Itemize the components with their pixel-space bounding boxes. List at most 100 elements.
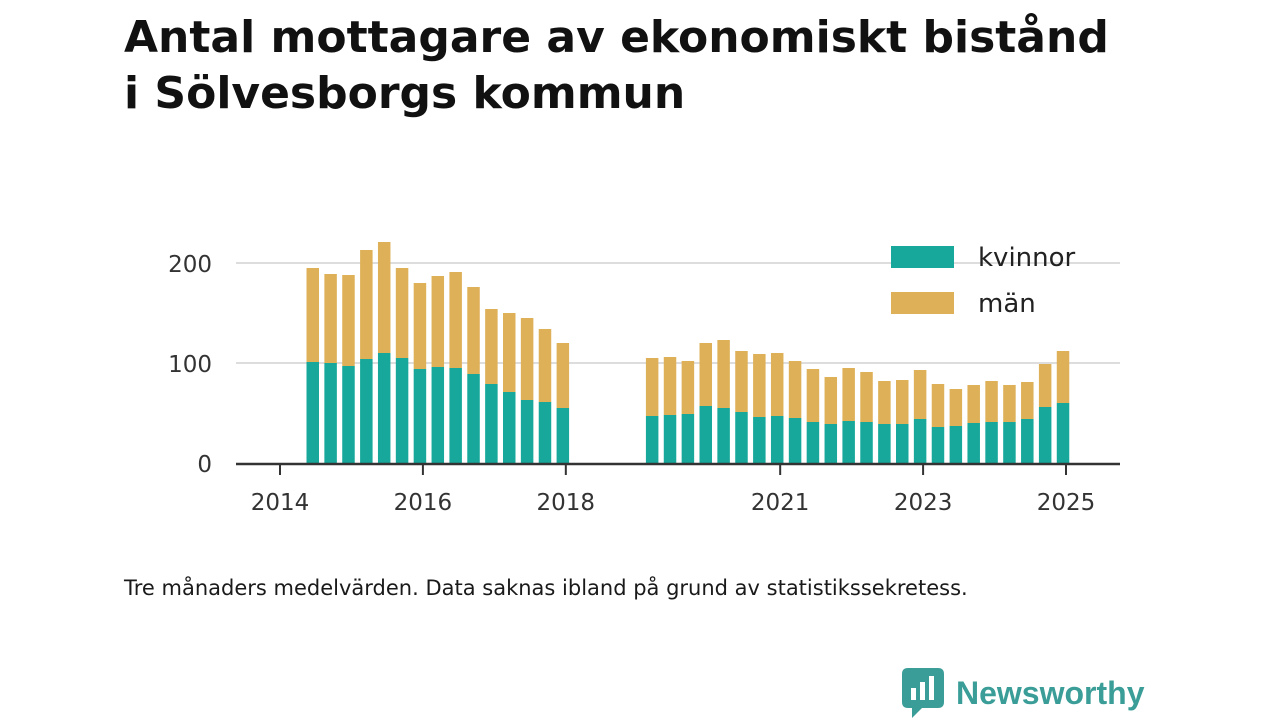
bar-kvinnor xyxy=(824,424,838,463)
bar-man xyxy=(503,313,516,392)
bar-man xyxy=(324,274,337,363)
bar-kvinnor xyxy=(1021,419,1034,463)
bar-man xyxy=(395,268,409,358)
chart-title-line-1: Antal mottagare av ekonomiskt bistånd xyxy=(124,12,1109,63)
bar-man xyxy=(1021,382,1034,419)
bar-man xyxy=(520,318,534,400)
bar-man xyxy=(931,384,945,427)
bar-man xyxy=(556,343,570,408)
axes: 0 100 200 2014 2016 2018 2021 2023 2025 xyxy=(168,252,1120,516)
bar-kvinnor xyxy=(342,366,355,463)
bar-kvinnor xyxy=(538,402,552,463)
bar-kvinnor xyxy=(931,427,945,463)
legend-label-man: män xyxy=(978,289,1036,319)
bar-man xyxy=(896,380,909,424)
bar-kvinnor xyxy=(663,415,677,463)
bar-kvinnor xyxy=(360,359,373,463)
legend-label-kvinnor: kvinnor xyxy=(978,243,1076,273)
y-tick-label: 100 xyxy=(168,352,212,378)
bar-kvinnor xyxy=(431,367,445,463)
legend-swatch-kvinnor xyxy=(891,246,954,268)
bar-kvinnor xyxy=(306,362,319,463)
bar-man xyxy=(306,268,319,362)
chart-title-line-2: i Sölvesborgs kommun xyxy=(124,68,686,119)
bar-man xyxy=(824,377,838,424)
bar-kvinnor xyxy=(949,426,963,463)
bars xyxy=(306,242,1070,463)
bar-kvinnor xyxy=(520,400,534,463)
bar-man xyxy=(1056,351,1070,403)
bar-kvinnor xyxy=(467,374,480,463)
chart-footnote: Tre månaders medelvärden. Data saknas ib… xyxy=(124,576,968,600)
stacked-bar-chart: 0 100 200 2014 2016 2018 2021 2023 2025 kvinnor m… xyxy=(168,242,1120,516)
bar-man xyxy=(949,389,963,426)
bar-man xyxy=(538,329,552,402)
x-tick-label: 2025 xyxy=(1037,490,1096,516)
bar-kvinnor xyxy=(1038,407,1052,463)
bar-kvinnor xyxy=(842,421,855,463)
bar-man xyxy=(770,353,784,416)
y-tick-label: 200 xyxy=(168,252,212,278)
bar-kvinnor xyxy=(913,419,927,463)
newsworthy-logo-icon xyxy=(902,668,944,718)
bar-man xyxy=(1038,364,1052,407)
bar-man xyxy=(788,361,802,418)
legend: kvinnor män xyxy=(891,243,1076,319)
chart-title: Antal mottagare av ekonomiskt bistånd i … xyxy=(124,10,1224,122)
bar-kvinnor xyxy=(413,369,427,463)
bar-kvinnor xyxy=(806,422,820,463)
bar-kvinnor xyxy=(395,358,409,463)
bar-kvinnor xyxy=(449,368,462,463)
bar-man xyxy=(860,372,873,422)
bar-kvinnor xyxy=(896,424,909,463)
bar-man xyxy=(413,283,427,369)
bar-kvinnor xyxy=(788,418,802,463)
legend-swatch-man xyxy=(891,292,954,314)
bar-kvinnor xyxy=(681,414,695,463)
bar-kvinnor xyxy=(717,408,730,463)
bar-kvinnor xyxy=(1003,422,1016,463)
newsworthy-brand: Newsworthy xyxy=(902,668,1144,718)
x-tick-label: 2018 xyxy=(537,490,596,516)
x-tick-label: 2014 xyxy=(251,490,310,516)
bar-man xyxy=(449,272,462,368)
bar-man xyxy=(1003,385,1016,422)
bar-man xyxy=(360,250,373,359)
bar-man xyxy=(753,354,766,417)
bar-man xyxy=(967,385,980,423)
bar-man xyxy=(431,276,445,367)
bar-kvinnor xyxy=(985,422,998,463)
bar-kvinnor xyxy=(860,422,873,463)
bar-man xyxy=(985,381,998,422)
bar-kvinnor xyxy=(556,408,570,463)
bar-kvinnor xyxy=(485,384,498,463)
bar-kvinnor xyxy=(770,416,784,463)
bar-man xyxy=(342,275,355,366)
bar-kvinnor xyxy=(645,416,659,463)
bar-man xyxy=(806,369,820,422)
bar-man xyxy=(913,370,927,419)
bar-man xyxy=(485,309,498,384)
bar-man xyxy=(645,358,659,416)
bar-man xyxy=(735,351,748,412)
bar-kvinnor xyxy=(967,423,980,463)
bar-man xyxy=(377,242,391,353)
bar-kvinnor xyxy=(1056,403,1070,463)
y-tick-label: 0 xyxy=(197,452,212,478)
bar-man xyxy=(467,287,480,374)
bar-man xyxy=(681,361,695,414)
bar-man xyxy=(699,343,712,406)
bar-kvinnor xyxy=(377,353,391,463)
bar-kvinnor xyxy=(503,392,516,463)
x-tick-label: 2016 xyxy=(394,490,453,516)
bar-man xyxy=(663,357,677,415)
bar-kvinnor xyxy=(324,363,337,463)
brand-name: Newsworthy xyxy=(956,674,1145,711)
bar-man xyxy=(878,381,891,424)
bar-man xyxy=(717,340,730,408)
x-tick-label: 2021 xyxy=(751,490,810,516)
bar-kvinnor xyxy=(699,406,712,463)
bar-kvinnor xyxy=(753,417,766,463)
bar-kvinnor xyxy=(735,412,748,463)
bar-man xyxy=(842,368,855,421)
